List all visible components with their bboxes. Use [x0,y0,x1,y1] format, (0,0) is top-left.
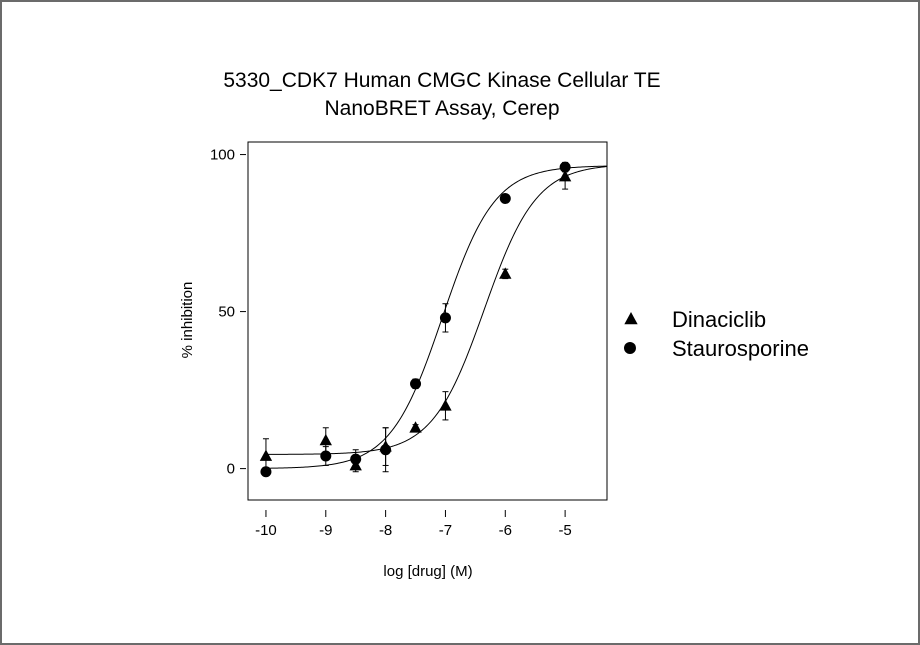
y-tick-label: 0 [227,461,235,478]
data-point-dinaciclib [439,399,452,411]
x-axis-label: log [drug] (M) [383,563,472,580]
data-point-staurosporine [320,450,332,462]
data-point-dinaciclib [259,449,273,461]
y-tick-label: 50 [218,304,235,321]
x-tick-label: -8 [379,522,392,539]
x-tick-label: -10 [255,522,277,539]
legend-label-staurosporine: Staurosporine [672,336,809,361]
x-tick-label: -9 [319,522,332,539]
data-point-dinaciclib [319,433,332,446]
legend: Dinaciclib Staurosporine [624,307,809,361]
data-point-staurosporine [499,193,511,205]
data-point-staurosporine [439,312,451,324]
y-tick-label: 100 [210,147,235,164]
data-markers [259,161,572,478]
fit-curves [265,165,608,469]
data-point-staurosporine [260,466,272,478]
data-point-staurosporine [410,378,422,390]
legend-marker-staurosporine [624,342,636,354]
legend-marker-dinaciclib [624,312,638,325]
chart-title-line-1: 5330_CDK7 Human CMGC Kinase Cellular TE [223,69,660,92]
x-tick-label: -5 [558,522,571,539]
x-axis-ticks: -10 -9 -8 -7 -6 -5 [255,510,572,539]
legend-label-dinaciclib: Dinaciclib [672,307,766,332]
y-axis-ticks: 0 50 100 [210,147,246,478]
chart-title-line-2: NanoBRET Assay, Cerep [325,97,560,120]
data-point-staurosporine [350,453,362,465]
fit-curve-staurosporine [265,165,608,469]
x-tick-label: -6 [499,522,512,539]
data-point-dinaciclib [499,267,512,279]
data-point-dinaciclib [409,421,422,433]
data-point-staurosporine [559,161,571,173]
data-point-staurosporine [380,444,392,456]
x-tick-label: -7 [439,522,452,539]
plot-area-frame [247,141,608,501]
y-axis-label: % inhibition [179,282,196,359]
data-point-dinaciclib [558,170,572,182]
fit-curve-dinaciclib [265,166,608,455]
